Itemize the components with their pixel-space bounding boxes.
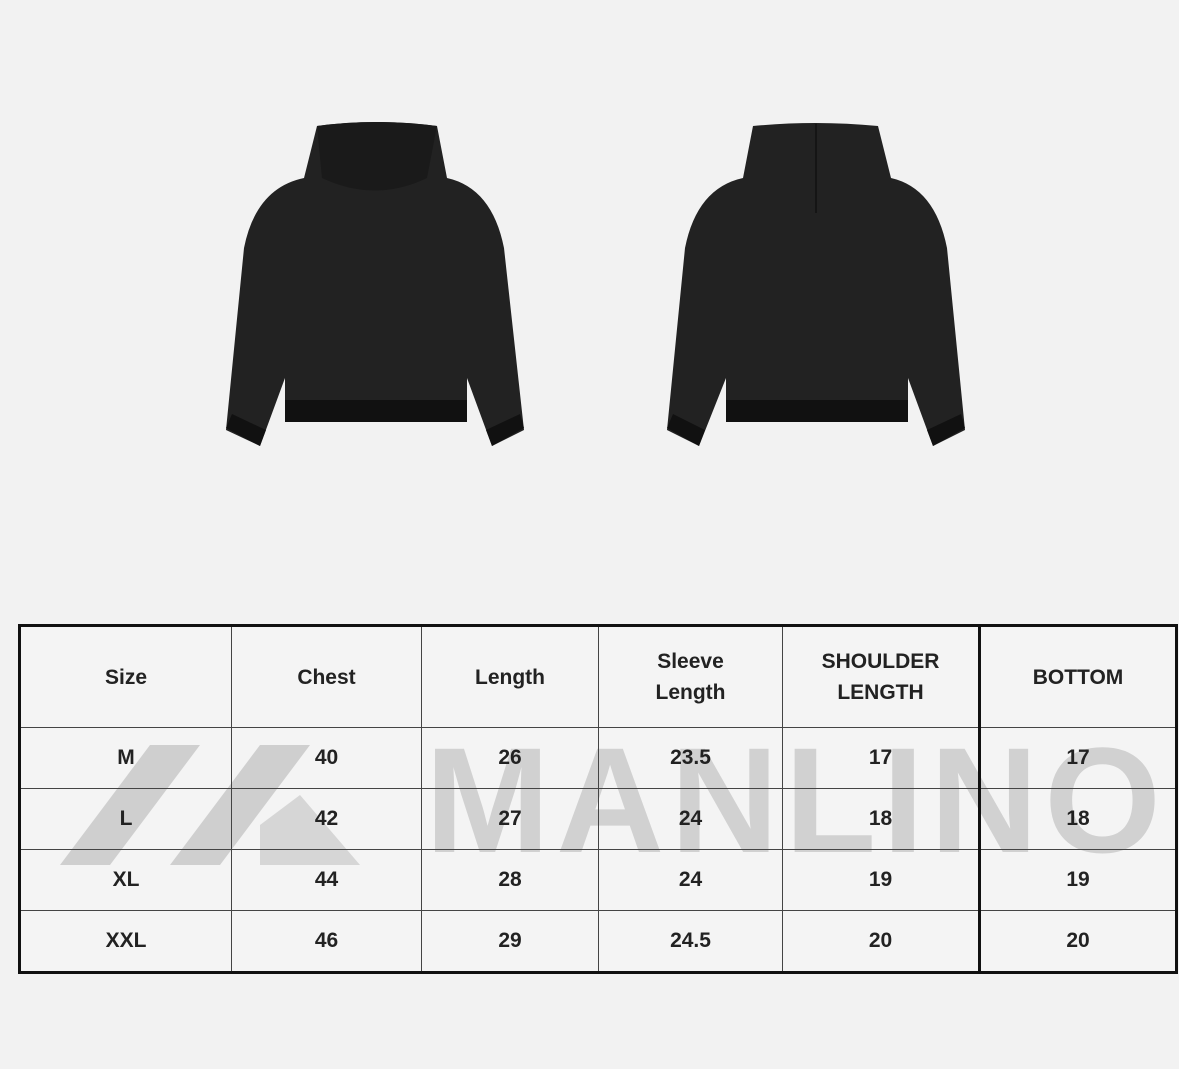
table-row: L 42 27 24 18 18 bbox=[19, 788, 1177, 850]
header-length: Length bbox=[421, 625, 599, 728]
hoodie-back-image bbox=[667, 123, 965, 446]
cell-bottom: 20 bbox=[978, 910, 1177, 973]
cell-bottom: 17 bbox=[978, 727, 1177, 789]
cell-length: 29 bbox=[421, 910, 599, 973]
cell-sleeve-length: 24 bbox=[598, 788, 783, 850]
header-sleeve-length: Sleeve Length bbox=[598, 625, 783, 728]
cell-shoulder-length: 20 bbox=[782, 910, 980, 973]
cell-shoulder-length: 17 bbox=[782, 727, 980, 789]
cell-sleeve-length: 24 bbox=[598, 849, 783, 911]
header-chest: Chest bbox=[231, 625, 422, 728]
cell-chest: 46 bbox=[231, 910, 422, 973]
cell-chest: 42 bbox=[231, 788, 422, 850]
cell-length: 28 bbox=[421, 849, 599, 911]
cell-sleeve-length: 24.5 bbox=[598, 910, 783, 973]
cell-size: XL bbox=[19, 849, 232, 911]
cell-shoulder-length: 19 bbox=[782, 849, 980, 911]
cell-chest: 44 bbox=[231, 849, 422, 911]
hoodie-front-image bbox=[226, 122, 524, 446]
cell-size: XXL bbox=[19, 910, 232, 973]
header-shoulder-length: SHOULDER LENGTH bbox=[782, 625, 980, 728]
cell-size: L bbox=[19, 788, 232, 850]
header-bottom: BOTTOM bbox=[978, 625, 1177, 728]
cell-sleeve-length: 23.5 bbox=[598, 727, 783, 789]
header-size: Size bbox=[19, 625, 232, 728]
size-chart-table: Size Chest Length Sleeve Length SHOULDER… bbox=[18, 624, 1178, 974]
cell-bottom: 18 bbox=[978, 788, 1177, 850]
table-row: M 40 26 23.5 17 17 bbox=[19, 727, 1177, 789]
cell-length: 27 bbox=[421, 788, 599, 850]
table-header-row: Size Chest Length Sleeve Length SHOULDER… bbox=[19, 625, 1177, 728]
cell-size: M bbox=[19, 727, 232, 789]
cell-shoulder-length: 18 bbox=[782, 788, 980, 850]
cell-bottom: 19 bbox=[978, 849, 1177, 911]
cell-chest: 40 bbox=[231, 727, 422, 789]
table-row: XXL 46 29 24.5 20 20 bbox=[19, 910, 1177, 973]
cell-length: 26 bbox=[421, 727, 599, 789]
table-row: XL 44 28 24 19 19 bbox=[19, 849, 1177, 911]
